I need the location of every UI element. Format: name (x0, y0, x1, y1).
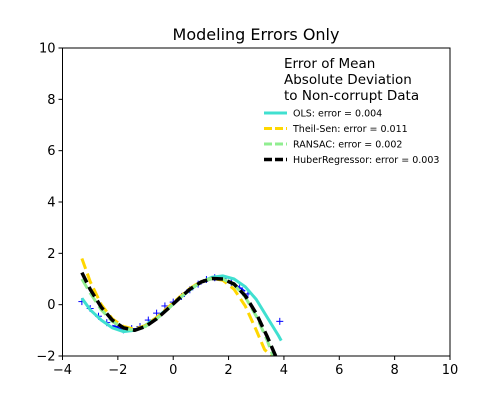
series-line-1 (80, 257, 273, 356)
y-axis: −2 0 2 4 6 8 10 (36, 42, 63, 365)
legend-title-line: to Non-corrupt Data (284, 88, 419, 104)
legend-entry: OLS: error = 0.004 (264, 109, 382, 120)
y-tick-label: −2 (36, 350, 55, 365)
true-curve-line (112, 278, 246, 332)
plot-area (78, 257, 284, 356)
data-point (153, 309, 161, 317)
x-tick-label: 2 (224, 363, 232, 378)
y-tick-label: 2 (47, 247, 55, 262)
x-tick-label: 8 (391, 363, 399, 378)
legend-label: RANSAC: error = 0.002 (293, 140, 402, 151)
legend-label: OLS: error = 0.004 (293, 109, 382, 120)
legend-entry: HuberRegressor: error = 0.003 (264, 155, 439, 166)
x-tick-label: 0 (169, 363, 177, 378)
chart-title: Modeling Errors Only (173, 25, 340, 44)
x-tick-label: −4 (53, 363, 72, 378)
data-point (276, 317, 284, 325)
y-tick-label: 8 (47, 93, 55, 108)
legend-label: Theil-Sen: error = 0.011 (292, 124, 408, 135)
legend-title-line: Error of Mean (284, 56, 375, 72)
series-line-3 (80, 271, 278, 356)
y-tick-label: 6 (47, 144, 55, 159)
x-tick-label: 4 (280, 363, 288, 378)
legend-entry: Theil-Sen: error = 0.011 (264, 124, 408, 135)
x-tick-label: 6 (335, 363, 343, 378)
legend-entry: RANSAC: error = 0.002 (264, 140, 402, 151)
legend-title-line: Absolute Deviation (284, 72, 412, 88)
x-tick-label: 10 (442, 363, 459, 378)
y-tick-label: 4 (47, 196, 55, 211)
legend-label: HuberRegressor: error = 0.003 (293, 155, 439, 166)
y-tick-label: 0 (47, 298, 55, 313)
x-axis: −4 −2 0 2 4 6 8 10 (53, 356, 458, 378)
x-tick-label: −2 (108, 363, 127, 378)
y-tick-label: 10 (39, 42, 56, 57)
